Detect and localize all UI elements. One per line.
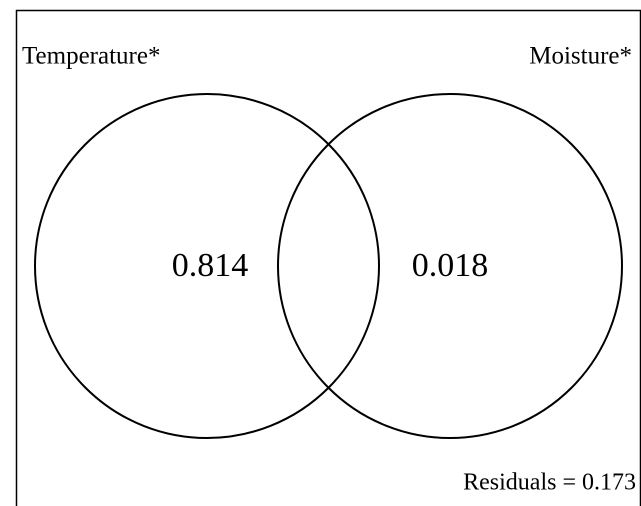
set-circle xyxy=(34,93,380,439)
set-circle xyxy=(277,93,623,439)
region-value: 0.814 xyxy=(172,247,249,284)
set-label: Temperature* xyxy=(22,43,160,70)
residuals: Residuals = 0.173 xyxy=(463,470,636,496)
set-label: Moisture* xyxy=(529,43,632,70)
region-value: 0.018 xyxy=(412,247,489,284)
frame xyxy=(15,9,641,506)
